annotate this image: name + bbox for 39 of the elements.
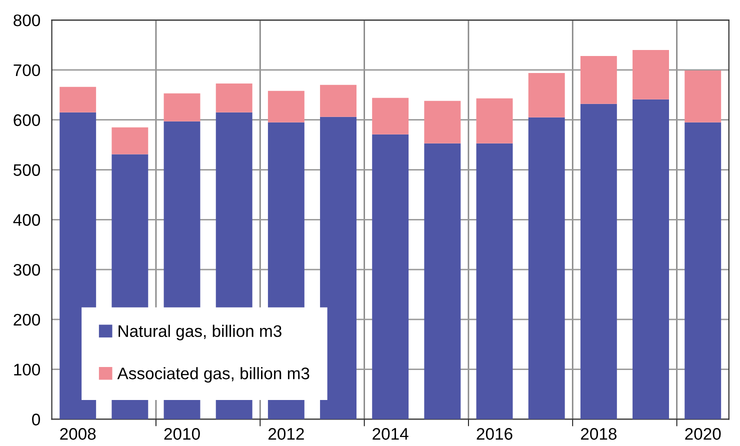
y-tick-label: 400 bbox=[13, 214, 40, 226]
bar bbox=[528, 117, 565, 420]
y-tick-label: 300 bbox=[14, 264, 40, 276]
bar bbox=[632, 50, 670, 100]
bar bbox=[684, 122, 722, 420]
y-tick-label: 500 bbox=[14, 164, 40, 176]
bar bbox=[580, 56, 617, 104]
x-tick-label: 2014 bbox=[372, 428, 408, 440]
x-tick-label: 2012 bbox=[268, 428, 304, 440]
bar bbox=[372, 134, 409, 420]
bar bbox=[476, 143, 513, 420]
bar bbox=[372, 98, 409, 134]
y-tick-label: 200 bbox=[14, 314, 40, 326]
x-tick-label: 2010 bbox=[164, 428, 200, 440]
x-tick-label: 2020 bbox=[685, 428, 721, 440]
bar bbox=[632, 99, 670, 420]
bar bbox=[164, 93, 200, 122]
bar bbox=[684, 70, 722, 122]
x-tick-label: 2008 bbox=[60, 428, 96, 440]
y-tick-label: 800 bbox=[14, 14, 40, 26]
bar bbox=[216, 83, 252, 112]
bar bbox=[320, 116, 356, 420]
y-tick-label: 100 bbox=[14, 364, 40, 376]
bar bbox=[60, 86, 96, 112]
bar bbox=[476, 98, 513, 144]
x-tick-label: 2018 bbox=[580, 428, 617, 440]
bar bbox=[112, 127, 148, 154]
y-tick-label: 700 bbox=[14, 64, 40, 76]
bar bbox=[424, 100, 461, 144]
bar bbox=[320, 84, 356, 117]
legend-label: Associated gas, billion m3 bbox=[117, 367, 310, 383]
bar bbox=[424, 143, 461, 420]
legend-label: Natural gas, billion m3 bbox=[118, 324, 282, 340]
bar bbox=[268, 90, 304, 122]
y-tick-label: 0 bbox=[32, 414, 40, 426]
x-tick-label: 2016 bbox=[476, 428, 512, 440]
bar bbox=[580, 104, 617, 420]
bar bbox=[528, 72, 565, 118]
y-tick-label: 600 bbox=[14, 114, 40, 126]
